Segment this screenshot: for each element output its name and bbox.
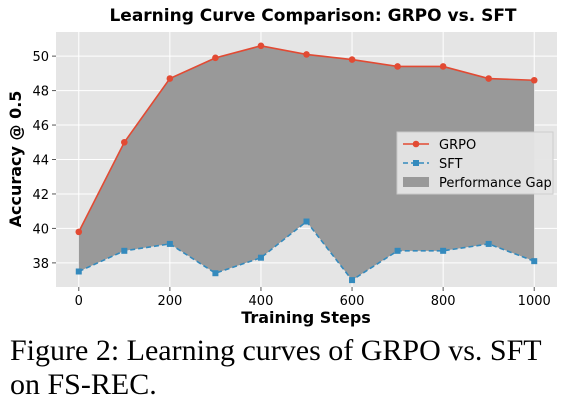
x-tick-label: 200 — [157, 294, 182, 309]
x-tick-label: 400 — [249, 294, 274, 309]
x-tick-label: 0 — [75, 294, 83, 309]
grpo-point — [166, 75, 174, 82]
chart-title: Learning Curve Comparison: GRPO vs. SFT — [109, 6, 516, 26]
sft-point — [394, 247, 401, 254]
x-axis-label: Training Steps — [241, 308, 371, 327]
sft-point — [303, 218, 310, 225]
legend-sft-marker — [413, 160, 419, 166]
series-layer — [75, 42, 538, 284]
sft-point — [257, 254, 264, 261]
grpo-point — [348, 56, 356, 63]
grpo-point — [212, 54, 219, 62]
sft-point — [531, 258, 538, 265]
y-axis-label: Accuracy @ 0.5 — [6, 91, 25, 228]
performance-gap-area — [78, 45, 535, 281]
y-tick-label: 48 — [32, 85, 49, 100]
x-tick-label: 600 — [340, 294, 365, 309]
sft-point — [485, 240, 492, 247]
grpo-point — [75, 228, 83, 236]
x-tick-label: 800 — [431, 294, 456, 309]
y-tick-label: 40 — [32, 222, 49, 237]
sft-point — [121, 247, 128, 254]
sft-point — [75, 268, 82, 275]
legend-grpo-marker — [412, 140, 420, 148]
learning-curve-chart: Learning Curve Comparison: GRPO vs. SFT … — [6, 6, 557, 327]
grpo-point — [394, 63, 401, 70]
performance-gap-fill — [78, 45, 535, 281]
y-tick-label: 44 — [32, 154, 49, 169]
sft-point — [440, 247, 447, 254]
y-tick-label: 50 — [32, 50, 49, 65]
grpo-point — [530, 76, 538, 84]
legend-grpo-label: GRPO — [439, 138, 476, 153]
caption-line-1: Figure 2: Learning curves of GRPO vs. SF… — [10, 334, 542, 367]
sft-point — [349, 277, 356, 284]
legend: GRPO SFT Performance Gap — [396, 131, 554, 195]
sft-point — [166, 240, 173, 247]
legend-gap-swatch — [403, 177, 429, 187]
grpo-point — [121, 138, 128, 146]
grpo-point — [485, 75, 492, 82]
axis-ticks: 0 200 400 600 800 1000 38 40 42 44 46 48 50 — [32, 50, 550, 309]
grpo-point — [257, 42, 265, 50]
legend-sft-label: SFT — [439, 157, 463, 172]
grpo-point — [303, 51, 310, 58]
legend-gap-label: Performance Gap — [439, 176, 552, 191]
figure-caption: Figure 2: Learning curves of GRPO vs. SF… — [10, 334, 566, 402]
sft-point — [212, 270, 219, 277]
y-tick-label: 42 — [32, 188, 49, 203]
grpo-point — [439, 63, 447, 70]
y-tick-label: 38 — [32, 257, 49, 272]
caption-line-2: on FS-REC. — [10, 368, 157, 401]
x-tick-label: 1000 — [518, 294, 551, 309]
y-tick-label: 46 — [32, 119, 49, 134]
